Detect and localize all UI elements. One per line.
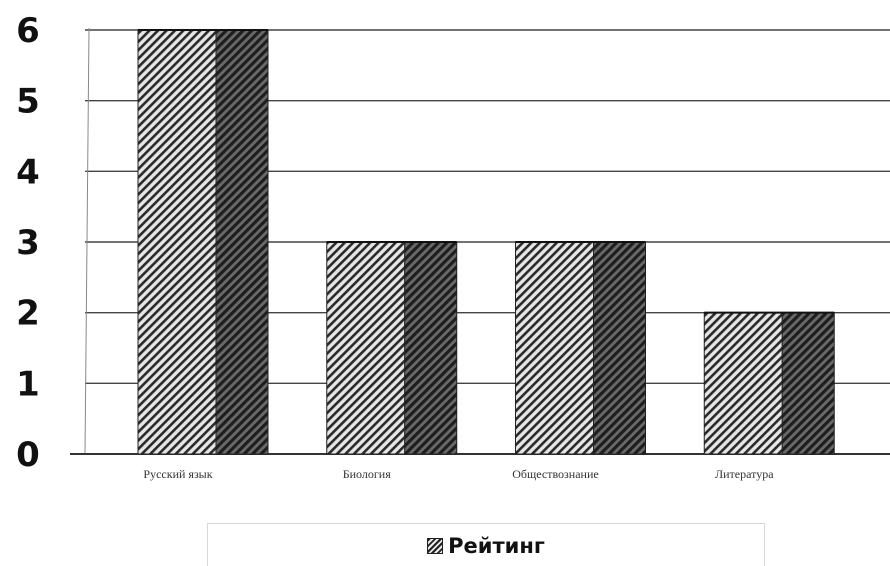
y-tick-label: 1 bbox=[16, 364, 40, 404]
bar bbox=[703, 311, 835, 455]
y-axis-ticks: 0 1 2 3 4 5 6 bbox=[16, 11, 40, 475]
bars bbox=[137, 29, 835, 455]
legend-swatch bbox=[427, 538, 444, 554]
y-tick-label: 4 bbox=[16, 152, 40, 192]
bar bbox=[137, 29, 269, 455]
bar bbox=[515, 241, 646, 455]
bar bbox=[326, 241, 458, 455]
x-tick-label: Обществознание bbox=[512, 467, 598, 481]
x-tick-label: Литература bbox=[715, 467, 774, 481]
legend: Рейтинг bbox=[207, 523, 765, 566]
x-tick-label: Биология bbox=[343, 467, 391, 481]
bar-chart: 0 1 2 3 4 5 6 Русский язык Биология Обществознан… bbox=[16, 11, 890, 481]
x-tick-label: Русский язык bbox=[143, 467, 212, 481]
y-tick-label: 6 bbox=[16, 11, 40, 51]
legend-label: Рейтинг bbox=[448, 534, 545, 558]
y-tick-label: 0 bbox=[16, 435, 40, 475]
x-axis-ticks: Русский язык Биология Обществознание Литера… bbox=[143, 467, 774, 481]
y-tick-label: 2 bbox=[16, 294, 40, 334]
y-axis-wall bbox=[84, 27, 90, 455]
y-tick-label: 3 bbox=[16, 223, 40, 263]
y-tick-label: 5 bbox=[16, 82, 40, 122]
